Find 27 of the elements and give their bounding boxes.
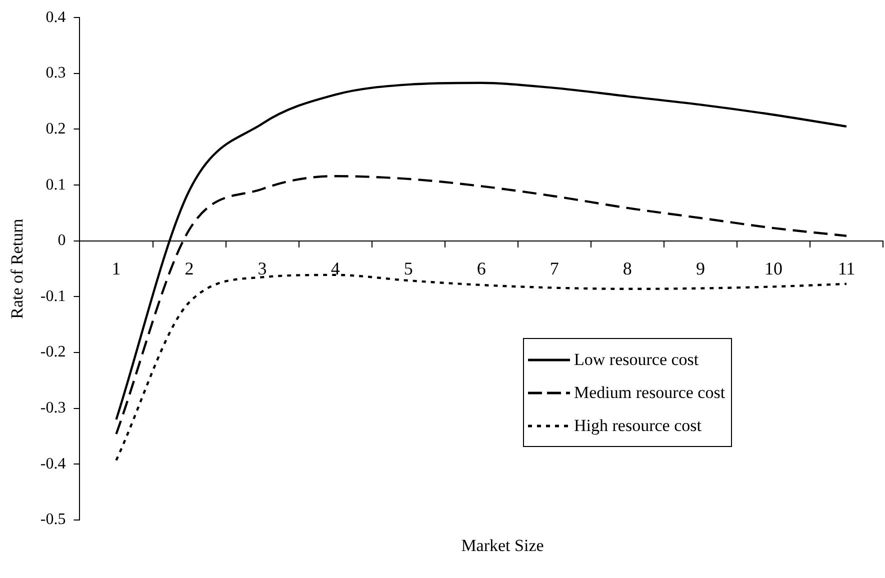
x-tick-label: 5 [404,258,413,278]
y-tick-label: -0.5 [40,511,66,528]
x-tick-label: 1 [112,258,121,278]
y-tick-label: 0.3 [46,64,66,82]
y-tick-label: -0.4 [40,455,66,472]
line-series [115,274,848,462]
x-tick-label: 9 [696,258,705,278]
y-tick-label: -0.2 [40,344,66,361]
x-tick-label: 11 [838,258,856,278]
y-tick-label: 0.1 [46,176,66,194]
y-tick-label: 0.4 [46,8,66,26]
x-tick-label: 4 [330,258,340,278]
x-tick-label: 3 [258,258,267,278]
legend-label: Medium resource cost [574,382,726,402]
x-tick-label: 6 [476,258,486,278]
x-tick-label: 10 [764,258,782,278]
y-tick-label: -0.1 [40,288,66,305]
y-tick-label: 0.2 [46,120,66,138]
x-tick-label: 8 [622,258,632,278]
x-tick-label: 2 [184,258,194,278]
y-tick-label: -0.3 [40,400,66,417]
x-tick-label: 7 [550,258,559,278]
legend-label: Low resource cost [574,350,699,370]
legend-label: High resource cost [574,416,702,436]
y-tick-label: 0 [58,232,66,250]
y-axis-title: Rate of Return [8,218,27,319]
x-axis-title: Market Size [460,536,545,556]
